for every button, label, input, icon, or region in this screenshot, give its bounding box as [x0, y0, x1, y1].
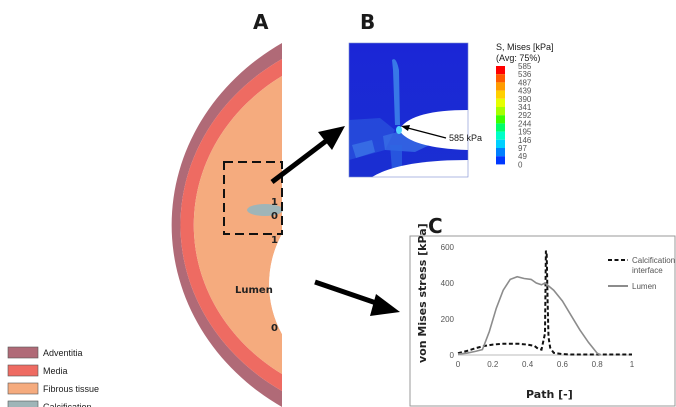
x-tick-label: 0: [456, 360, 461, 369]
chart-legend-label: interface: [632, 266, 663, 275]
legend-label: Adventitia: [43, 348, 83, 358]
chart-frame: [409, 235, 676, 407]
scale-swatch: [496, 148, 505, 157]
stress-contour-plot: [349, 43, 468, 177]
scale-swatch: [496, 74, 505, 83]
scale-swatch: [496, 156, 505, 165]
scale-label: 536: [518, 70, 532, 79]
path-mark-zero-a: 0: [271, 211, 278, 222]
lumen-region: [269, 234, 282, 334]
scale-label: 585: [518, 62, 532, 71]
y-tick-label: 600: [441, 243, 455, 252]
x-axis-label: Path [-]: [526, 388, 573, 401]
legend-swatch: [7, 346, 39, 359]
scale-label: 439: [518, 87, 532, 96]
chart-legend-label: Lumen: [632, 282, 656, 291]
scale-label: 195: [518, 128, 532, 137]
chart-legend-label: Calcification: [632, 256, 675, 265]
legend-label: Calcification: [43, 402, 92, 407]
x-tick-label: 0.8: [592, 360, 604, 369]
scale-swatch: [496, 82, 505, 91]
y-tick-label: 400: [441, 279, 455, 288]
fibrous-tissue-layer: [193, 76, 282, 374]
series-line-calcification-interface: [457, 250, 632, 356]
calcification-region: [247, 204, 283, 216]
legend-swatch: [7, 364, 39, 377]
x-tick-label: 0.6: [557, 360, 569, 369]
scale-swatch: [496, 123, 505, 132]
y-axis-label: von Mises stress [kPa]: [416, 223, 429, 363]
line-chart: 0 200 400 600 0 0.2 0.4 0.6 0.8 1 Calcificationint…: [441, 243, 676, 369]
path-mark-one-a: 1: [271, 197, 278, 208]
panel-label-b: B: [360, 10, 375, 34]
x-tick-label: 1: [630, 360, 635, 369]
scale-label: 487: [518, 78, 532, 87]
scale-label: 49: [518, 152, 527, 161]
scale-swatch: [496, 107, 505, 116]
artery-cross-section: [171, 43, 283, 407]
legend-swatch: [7, 382, 39, 395]
media-layer: [180, 59, 282, 391]
path-mark-zero-b: 0: [271, 323, 278, 334]
annotation-arrow: [403, 126, 447, 139]
scale-subtitle: (Avg: 75%): [496, 53, 540, 63]
scale-label: 244: [518, 119, 532, 128]
scale-label: 292: [518, 111, 532, 120]
scale-label: 341: [518, 103, 532, 112]
arrow-to-c: [314, 279, 400, 316]
arrow-to-b: [270, 126, 345, 184]
legend-label: Fibrous tissue: [43, 384, 99, 394]
fem-lumen: [399, 110, 468, 150]
scale-swatch: [496, 131, 505, 140]
fem-lumen-lower: [372, 160, 468, 177]
scale-label: 97: [518, 144, 527, 153]
scale-swatch: [496, 115, 505, 124]
x-tick-label: 0.4: [522, 360, 534, 369]
scale-label: 146: [518, 136, 532, 145]
tissue-legend: Adventitia Media Fibrous tissue Calcificati…: [7, 346, 99, 407]
scale-swatch: [496, 98, 505, 107]
y-tick-label: 0: [450, 351, 455, 360]
panel-label-a: A: [253, 10, 269, 34]
series-line-lumen: [457, 275, 602, 356]
scale-swatch: [496, 90, 505, 99]
scale-swatch: [496, 66, 505, 75]
x-tick-label: 0.2: [487, 360, 499, 369]
peak-stress-annotation: 585 kPa: [449, 133, 482, 143]
lumen-label: Lumen: [235, 285, 273, 296]
scale-label: 390: [518, 95, 532, 104]
scale-title: S, Mises [kPa]: [496, 42, 554, 52]
scale-label: 0: [518, 160, 523, 169]
legend-swatch: [7, 400, 39, 407]
path-mark-one-b: 1: [271, 235, 278, 246]
zoom-box: [223, 161, 283, 235]
scale-swatch: [496, 139, 505, 148]
legend-label: Media: [43, 366, 68, 376]
panel-label-c: C: [428, 214, 443, 238]
y-tick-label: 200: [441, 315, 455, 324]
adventitia-layer: [171, 43, 282, 407]
